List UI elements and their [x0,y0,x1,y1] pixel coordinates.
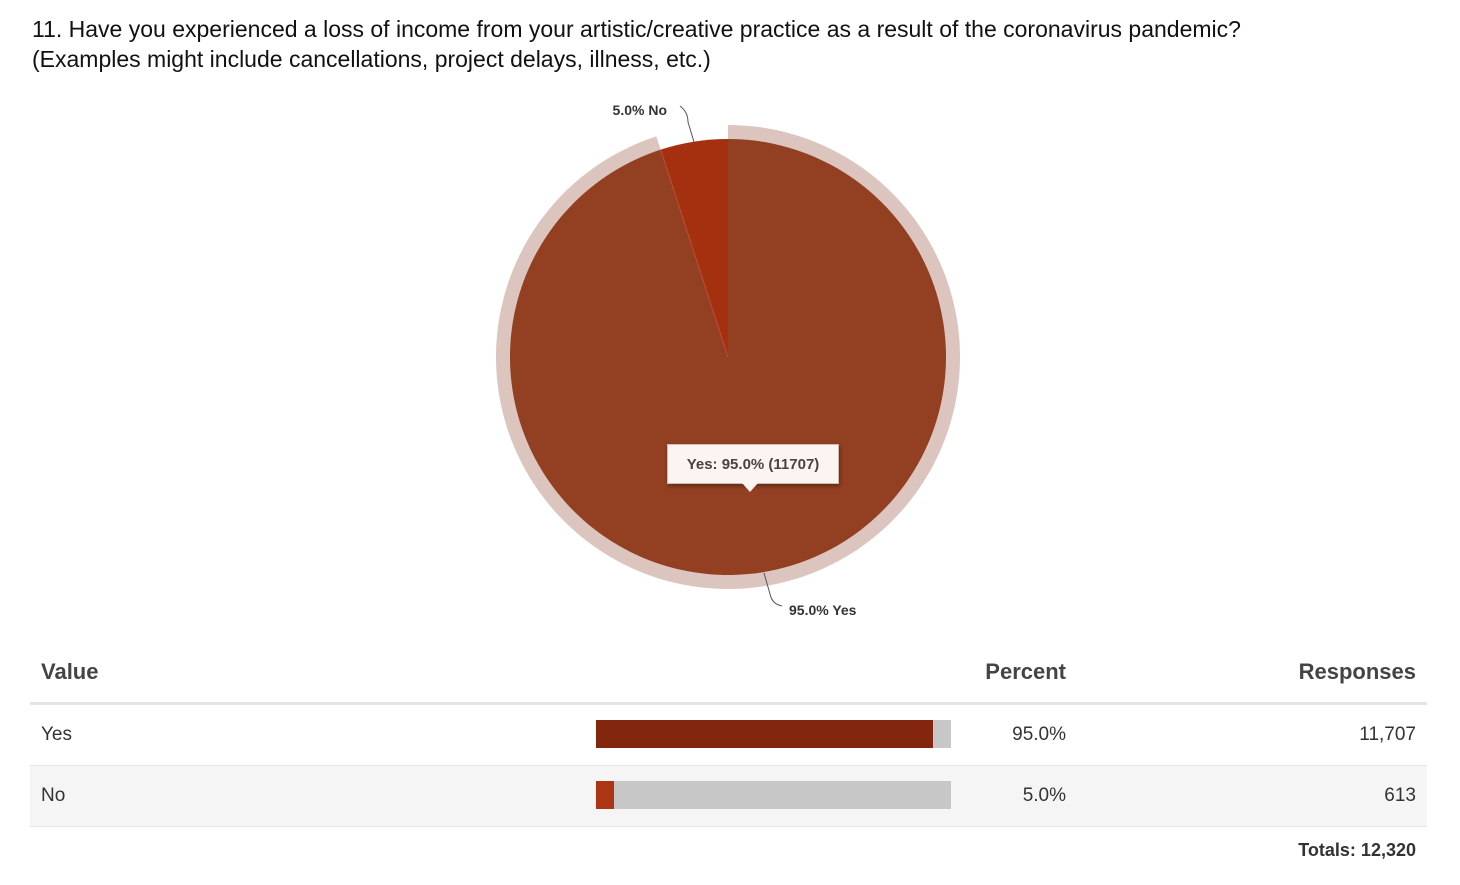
callout-label-yes: 95.0% Yes [789,602,857,618]
header-responses: Responses [1298,659,1416,684]
percent-bar-fill [596,781,614,809]
row-value: Yes [41,724,72,745]
question-line-1: 11. Have you experienced a loss of incom… [32,16,1241,42]
pie-tooltip: Yes: 95.0% (11707) [667,444,839,484]
row-value: No [41,785,66,806]
pie-slice-separator [660,149,729,358]
row-responses: 11,707 [1359,724,1416,745]
callout-line-no [679,105,695,143]
question-title: 11. Have you experienced a loss of incom… [32,14,1432,74]
table-header: Value Percent Responses [30,643,1427,705]
percent-bar [596,720,951,748]
totals: Totals: 12,320 [1298,840,1416,860]
pie-slice-no[interactable] [660,139,728,357]
callout-line-yes [763,572,783,607]
table-row-yes: Yes 95.0% 11,707 [30,705,1427,766]
header-value: Value [41,659,99,684]
callout-label-no: 5.0% No [613,102,667,118]
percent-bar [596,781,951,809]
row-percent: 95.0% [1012,724,1066,745]
header-percent: Percent [985,659,1066,684]
pie-chart: 5.0% No 95.0% Yes [496,102,960,618]
question-line-2: (Examples might include cancellations, p… [32,46,711,72]
row-responses: 613 [1384,785,1416,806]
tooltip-pointer [742,483,758,492]
percent-bar-fill [596,720,934,748]
row-percent: 5.0% [1022,785,1066,806]
table-row-no: No 5.0% 613 [30,766,1427,827]
results-table: Value Percent Responses Yes 95.0% 11,707… [30,643,1427,860]
